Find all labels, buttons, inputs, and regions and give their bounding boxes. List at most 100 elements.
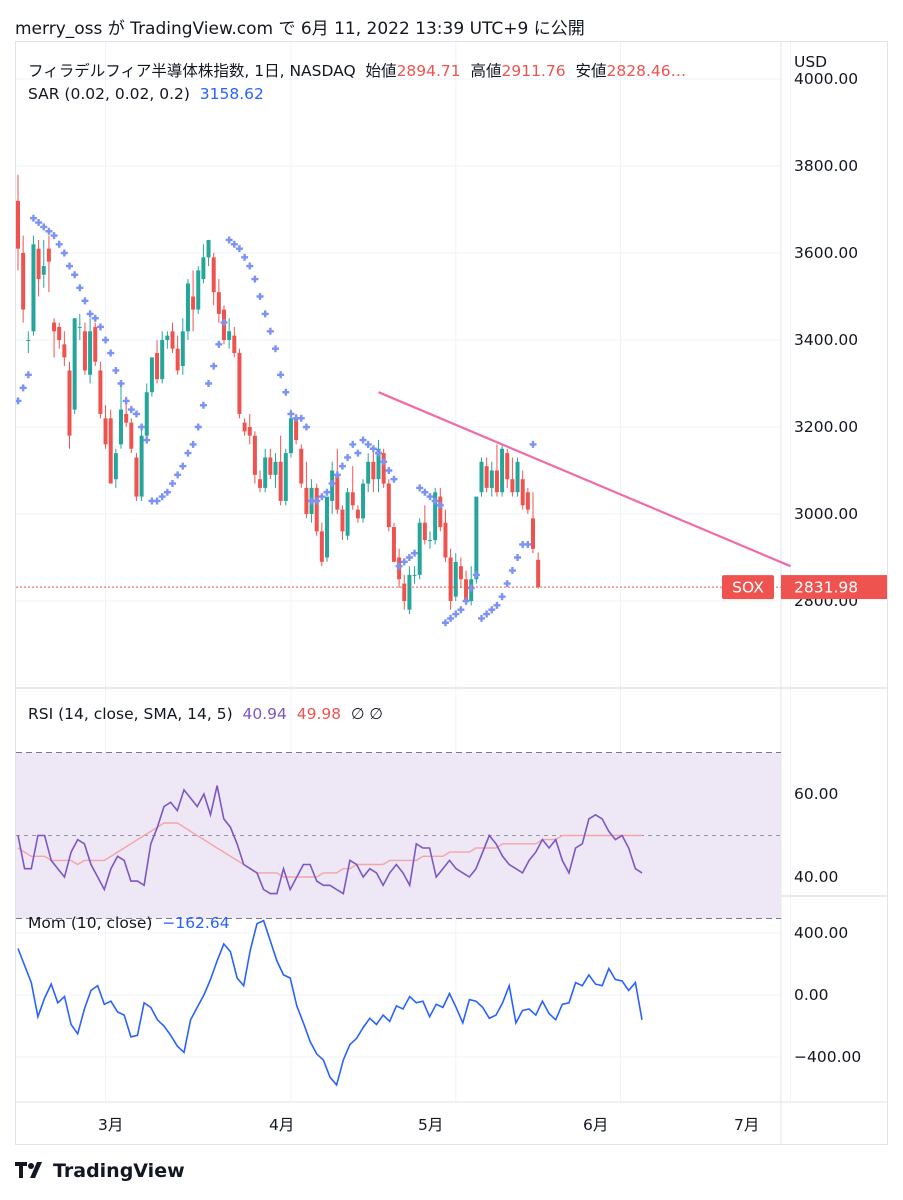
candle-body — [72, 318, 77, 410]
time-axis-label: 5月 — [418, 1116, 443, 1134]
sar-marker — [143, 436, 151, 444]
last-price-badge — [781, 575, 887, 600]
sar-legend: SAR (0.02, 0.02, 0.2) 3158.62 — [28, 85, 264, 103]
sar-marker — [395, 562, 403, 570]
candle-body — [422, 522, 427, 541]
candle-body — [196, 270, 201, 310]
candle-body — [474, 496, 479, 580]
sar-marker — [416, 484, 424, 492]
time-axis-label: 3月 — [98, 1116, 123, 1134]
candle-body — [149, 357, 154, 393]
sar-marker — [122, 397, 130, 405]
mom-tick-label: 0.00 — [794, 986, 829, 1004]
sar-marker — [493, 601, 501, 609]
candle-body — [448, 557, 453, 601]
candle-body — [494, 470, 499, 493]
candle-body — [520, 479, 525, 506]
rsi-line — [17, 785, 643, 895]
sar-marker — [16, 397, 22, 405]
sar-marker — [174, 471, 182, 479]
candle-body — [119, 409, 123, 445]
candle-body — [191, 296, 196, 310]
candle-body — [134, 457, 139, 497]
trendline — [378, 391, 791, 568]
candle-body — [479, 461, 484, 493]
candle-body — [144, 392, 149, 436]
tradingview-logo[interactable]: TradingView — [15, 1160, 185, 1182]
rsi-sma-value: 49.98 — [296, 705, 342, 723]
sar-marker — [241, 253, 249, 261]
last-price-value: 2831.98 — [794, 579, 858, 597]
candle-body — [345, 492, 350, 536]
candle-body — [525, 492, 530, 510]
sar-marker — [256, 293, 264, 300]
publish-header: merry_oss が TradingView.com で 6月 11, 202… — [15, 19, 585, 39]
candle-body — [464, 579, 469, 601]
sar-marker — [364, 440, 372, 448]
candle-body — [433, 492, 438, 541]
candle-body — [515, 461, 520, 493]
candle-body — [335, 474, 340, 510]
candle-body — [155, 353, 160, 380]
rsi-label[interactable]: RSI (14, close, SMA, 14, 5) — [28, 705, 233, 723]
candle-body — [93, 326, 98, 362]
candle-body — [500, 448, 505, 493]
sar-marker — [179, 462, 187, 470]
candle-body — [113, 453, 118, 480]
sar-marker — [369, 445, 377, 453]
sar-label[interactable]: SAR (0.02, 0.02, 0.2) — [28, 85, 190, 103]
mom-label[interactable]: Mom (10, close) — [28, 914, 153, 932]
rsi-value: 40.94 — [242, 705, 287, 723]
sar-marker — [272, 345, 279, 353]
sar-marker — [184, 449, 192, 457]
sar-marker — [426, 493, 434, 501]
sar-marker — [524, 540, 532, 548]
sar-marker — [246, 262, 254, 270]
sar-marker — [457, 606, 465, 614]
rsi-sma-line — [17, 822, 642, 878]
sar-marker — [277, 371, 285, 379]
open-label: 始値 — [365, 62, 397, 80]
candle-body — [180, 331, 185, 367]
sar-marker — [529, 440, 537, 448]
candle-body — [489, 470, 494, 488]
sar-marker — [328, 480, 336, 488]
sar-marker — [441, 619, 449, 627]
sar-marker — [338, 462, 346, 470]
sar-marker — [251, 275, 259, 283]
candle-body — [165, 335, 170, 340]
candle-body — [458, 566, 463, 580]
sar-marker — [102, 336, 110, 344]
sar-marker — [390, 475, 398, 483]
candle-body — [160, 340, 165, 380]
sar-marker — [462, 597, 470, 605]
sar-marker — [447, 614, 455, 622]
candle-body — [355, 509, 360, 519]
candle-body — [361, 483, 366, 519]
candle-body — [227, 331, 232, 340]
sar-marker — [194, 423, 202, 431]
sar-marker — [436, 501, 444, 509]
candle-body — [536, 559, 541, 588]
candle-body — [319, 531, 324, 562]
sar-marker — [55, 240, 63, 248]
sar-marker — [132, 410, 140, 418]
sar-marker — [405, 554, 413, 561]
sar-marker — [483, 610, 491, 618]
candle-body — [417, 522, 422, 575]
sar-marker — [24, 371, 32, 379]
symbol-title[interactable]: フィラデルフィア半導体株指数, 1日, NASDAQ — [28, 62, 356, 80]
candle-body — [252, 435, 257, 475]
candle-body — [314, 487, 319, 532]
sar-marker — [220, 319, 228, 327]
candle-body — [57, 326, 62, 340]
sar-marker — [40, 223, 48, 231]
sar-marker — [354, 449, 362, 457]
sar-marker — [261, 310, 269, 318]
sar-marker — [96, 323, 104, 331]
chart-frame[interactable]: USD 4000.00 3800.00 3600.00 3400.00 3200.00 30… — [15, 41, 888, 1145]
candle-body — [391, 527, 396, 562]
candle-body — [139, 435, 144, 497]
sar-marker — [318, 493, 326, 501]
